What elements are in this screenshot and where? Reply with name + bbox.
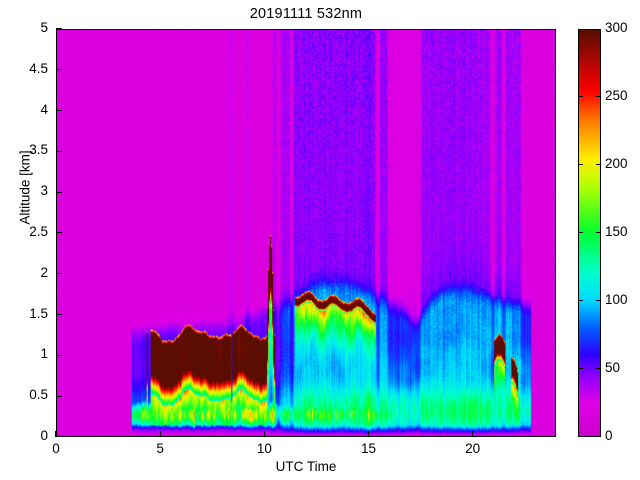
- y-tick-label: 2: [40, 264, 48, 280]
- y-tick-label: 0.5: [29, 387, 48, 403]
- colorbar-tick-label: 50: [605, 360, 621, 375]
- colorbar-canvas: [579, 30, 600, 436]
- y-tick-label: 1.5: [29, 305, 48, 321]
- colorbar-tick-mark: [596, 300, 601, 302]
- x-tick-label: 5: [156, 441, 164, 456]
- y-tick-label: 2.5: [29, 224, 48, 239]
- x-tick-mark: [367, 431, 369, 437]
- x-axis-label: UTC Time: [275, 459, 337, 474]
- y-tick-label: 1: [40, 346, 48, 362]
- y-tick-mark: [56, 313, 62, 315]
- y-tick-label: 3.5: [29, 142, 48, 158]
- colorbar-tick-mark: [578, 232, 583, 234]
- colorbar-tick-mark: [596, 368, 601, 370]
- colorbar-tick-label: 0: [605, 428, 613, 443]
- y-tick-mark: [56, 232, 62, 234]
- x-tick-label: 0: [52, 441, 60, 456]
- colorbar-tick-label: 200: [605, 156, 628, 171]
- y-tick-mark: [56, 354, 62, 356]
- heatmap-canvas: [57, 30, 555, 436]
- y-tick-label: 3: [40, 183, 48, 199]
- colorbar-tick-mark: [596, 232, 601, 234]
- y-tick-mark: [56, 191, 62, 193]
- y-tick-mark: [56, 69, 62, 71]
- x-tick-mark: [472, 431, 474, 437]
- chart-title: 20191111 532nm: [249, 6, 363, 22]
- x-tick-mark: [263, 431, 265, 437]
- colorbar-tick-label: 100: [605, 292, 628, 307]
- colorbar-tick-mark: [578, 164, 583, 166]
- x-tick-label: 15: [360, 441, 377, 456]
- y-tick-mark: [56, 150, 62, 152]
- plot-area: [56, 29, 556, 437]
- colorbar-tick-mark: [578, 96, 583, 98]
- colorbar-tick-mark: [578, 368, 583, 370]
- colorbar-tick-mark: [596, 96, 601, 98]
- y-tick-label: 4.5: [29, 60, 48, 76]
- y-tick-mark: [56, 273, 62, 275]
- x-tick-mark: [159, 431, 161, 437]
- colorbar-tick-mark: [596, 164, 601, 166]
- x-tick-label: 20: [465, 441, 481, 456]
- x-tick-mark: [55, 431, 57, 437]
- y-tick-mark: [56, 28, 62, 30]
- y-tick-mark: [56, 436, 62, 438]
- y-tick-label: 0: [40, 428, 48, 443]
- y-tick-label: 4: [40, 101, 48, 117]
- colorbar-tick-label: 150: [605, 224, 628, 239]
- y-tick-mark: [56, 109, 62, 111]
- colorbar-tick-label: 300: [605, 20, 628, 35]
- colorbar-tick-label: 250: [605, 88, 628, 103]
- y-tick-label: 5: [40, 20, 48, 35]
- y-tick-mark: [56, 395, 62, 397]
- colorbar-tick-mark: [578, 300, 583, 302]
- x-tick-label: 10: [256, 441, 272, 456]
